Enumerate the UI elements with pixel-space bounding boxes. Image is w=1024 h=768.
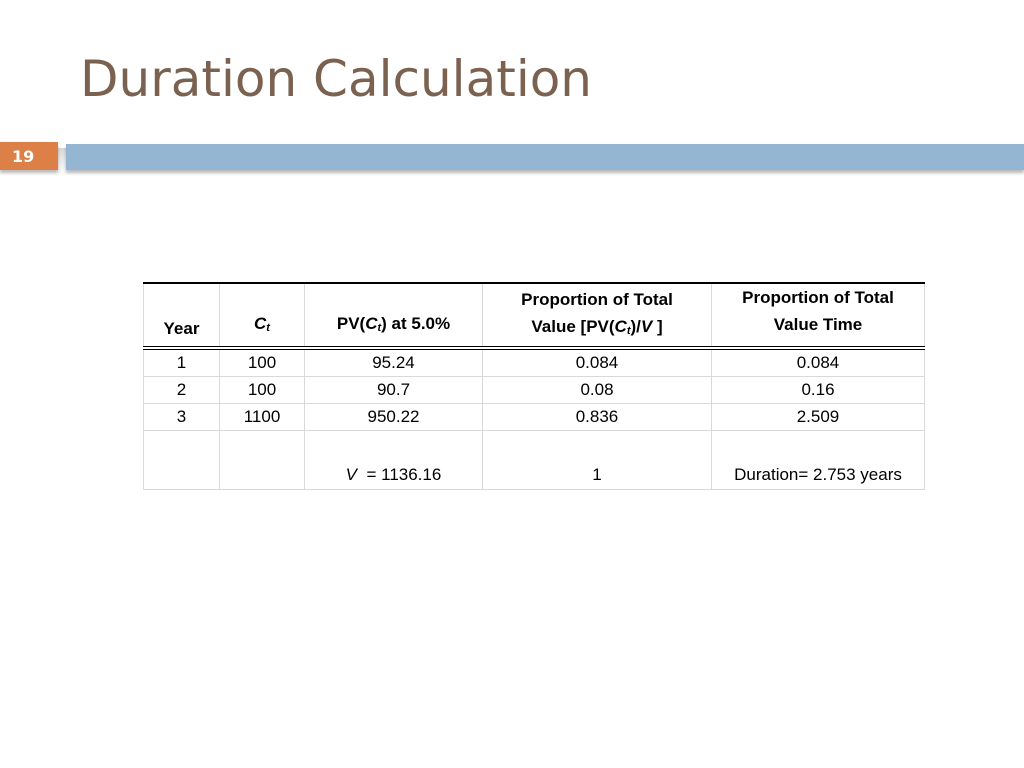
cell-total-value: V = 1136.16 [304,430,483,490]
header-year-label: Year [163,319,200,338]
cell-cash-flow: 100 [219,348,305,377]
cell-year: 3 [143,403,220,431]
header-proportion-v: V [640,316,653,336]
header-proportion-line2: Value [PV(Ct)/V ] [485,313,709,345]
table-row: 2 100 90.7 0.08 0.16 [143,376,925,404]
cell-cash-flow: 1100 [219,403,305,431]
header-proportion-mid: )/ [630,316,641,336]
slide-title: Duration Calculation [80,50,592,108]
header-proportion-time-line2: Value Time [773,315,863,334]
header-year: Year [143,282,220,350]
header-present-value: PV(Ct) at 5.0% [304,282,483,350]
title-divider-bar: 19 [0,142,1024,176]
cell-empty [219,430,305,490]
header-proportion-time: Proportion of Total Value Time [711,282,925,350]
table-row: 3 1100 950.22 0.836 2.509 [143,403,925,431]
header-proportion-symbol: C [614,316,627,336]
table-header-row: Year Ct PV(Ct) at 5.0% Proportion of Tot… [143,282,925,350]
cell-proportion-time: 2.509 [711,403,925,431]
duration-table: Year Ct PV(Ct) at 5.0% Proportion of Tot… [143,282,925,490]
cell-total-proportion: 1 [482,430,712,490]
cell-proportion: 0.08 [482,376,712,404]
cell-present-value: 950.22 [304,403,483,431]
cell-proportion-time: 0.16 [711,376,925,404]
header-cash-flow: Ct [219,282,305,350]
slide-number-box: 19 [0,142,58,170]
header-proportion-prefix: Value [PV( [531,316,615,336]
cell-present-value: 90.7 [304,376,483,404]
table-total-row: V = 1136.16 1 Duration= 2.753 years [143,430,925,490]
cell-year: 2 [143,376,220,404]
cell-proportion-time: 0.084 [711,348,925,377]
cell-present-value: 95.24 [304,348,483,377]
header-proportion-time-line1: Proportion of Total [742,288,894,307]
header-proportion-line1: Proportion of Total [521,289,673,309]
header-proportion: Proportion of Total Value [PV(Ct)/V ] [482,282,712,350]
cell-year: 1 [143,348,220,377]
header-ct-symbol: C [254,314,267,333]
slide-number: 19 [12,147,35,166]
total-v-value: = 1136.16 [366,465,442,484]
table-row: 1 100 95.24 0.084 0.084 [143,348,925,377]
header-pv-symbol: C [365,314,378,333]
header-pv-prefix: PV( [336,314,366,333]
cell-cash-flow: 100 [219,376,305,404]
header-pv-subscript: t [377,322,382,334]
total-v-symbol: V [345,465,358,484]
accent-bar [66,144,1024,170]
cell-duration: Duration= 2.753 years [711,430,925,490]
header-pv-suffix: ) at 5.0% [381,314,451,333]
cell-proportion: 0.836 [482,403,712,431]
cell-empty [143,430,220,490]
header-ct-subscript: t [266,322,270,334]
cell-proportion: 0.084 [482,348,712,377]
header-proportion-subscript: t [626,324,631,337]
header-proportion-suffix: ] [652,316,663,336]
